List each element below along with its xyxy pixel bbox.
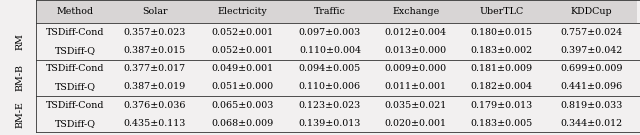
Text: 0.052±0.001: 0.052±0.001 <box>211 46 273 55</box>
Text: 0.097±0.003: 0.097±0.003 <box>299 28 361 37</box>
Text: 0.181±0.009: 0.181±0.009 <box>470 64 532 73</box>
Text: 0.094±0.005: 0.094±0.005 <box>299 64 361 73</box>
Text: TSDiff-Q: TSDiff-Q <box>54 46 96 55</box>
Text: 0.139±0.013: 0.139±0.013 <box>299 119 361 128</box>
Text: 0.387±0.015: 0.387±0.015 <box>124 46 186 55</box>
Text: 0.397±0.042: 0.397±0.042 <box>560 46 622 55</box>
Text: Solar: Solar <box>142 7 168 16</box>
Text: RM: RM <box>15 33 24 50</box>
Text: 0.052±0.001: 0.052±0.001 <box>211 28 273 37</box>
Text: 0.180±0.015: 0.180±0.015 <box>470 28 532 37</box>
Text: 0.179±0.013: 0.179±0.013 <box>470 101 532 109</box>
Text: 0.357±0.023: 0.357±0.023 <box>124 28 186 37</box>
Text: UberTLC: UberTLC <box>479 7 524 16</box>
Text: 0.012±0.004: 0.012±0.004 <box>385 28 447 37</box>
Text: Traffic: Traffic <box>314 7 346 16</box>
Text: 0.819±0.033: 0.819±0.033 <box>560 101 622 109</box>
Text: TSDiff-Cond: TSDiff-Cond <box>46 28 104 37</box>
Text: KDDCup: KDDCup <box>570 7 612 16</box>
Text: TSDiff-Cond: TSDiff-Cond <box>46 101 104 109</box>
Text: 0.110±0.006: 0.110±0.006 <box>299 82 361 91</box>
Text: 0.182±0.004: 0.182±0.004 <box>470 82 532 91</box>
Text: 0.387±0.019: 0.387±0.019 <box>124 82 186 91</box>
Text: 0.441±0.096: 0.441±0.096 <box>560 82 622 91</box>
Text: 0.049±0.001: 0.049±0.001 <box>211 64 273 73</box>
Text: Exchange: Exchange <box>392 7 440 16</box>
Text: TSDiff-Q: TSDiff-Q <box>54 119 96 128</box>
Text: TSDiff-Cond: TSDiff-Cond <box>46 64 104 73</box>
Text: Method: Method <box>56 7 93 16</box>
Text: 0.068±0.009: 0.068±0.009 <box>211 119 273 128</box>
Text: 0.013±0.000: 0.013±0.000 <box>385 46 447 55</box>
Text: 0.183±0.002: 0.183±0.002 <box>470 46 532 55</box>
Text: 0.123±0.023: 0.123±0.023 <box>299 101 361 109</box>
Text: 0.435±0.113: 0.435±0.113 <box>124 119 186 128</box>
Text: BM-E: BM-E <box>15 101 24 128</box>
Text: Electricity: Electricity <box>218 7 268 16</box>
Text: 0.051±0.000: 0.051±0.000 <box>211 82 273 91</box>
Text: 0.183±0.005: 0.183±0.005 <box>470 119 532 128</box>
Text: 0.377±0.017: 0.377±0.017 <box>124 64 186 73</box>
Text: 0.699±0.009: 0.699±0.009 <box>560 64 623 73</box>
Text: 0.757±0.024: 0.757±0.024 <box>560 28 622 37</box>
Text: BM-B: BM-B <box>15 64 24 91</box>
Text: 0.110±0.004: 0.110±0.004 <box>299 46 361 55</box>
Text: TSDiff-Q: TSDiff-Q <box>54 82 96 91</box>
Bar <box>36 0 637 23</box>
Text: 0.344±0.012: 0.344±0.012 <box>560 119 622 128</box>
Text: 0.065±0.003: 0.065±0.003 <box>211 101 273 109</box>
Text: 0.020±0.001: 0.020±0.001 <box>385 119 447 128</box>
Text: 0.011±0.001: 0.011±0.001 <box>385 82 447 91</box>
Text: 0.009±0.000: 0.009±0.000 <box>385 64 447 73</box>
Text: 0.376±0.036: 0.376±0.036 <box>124 101 186 109</box>
Text: 0.035±0.021: 0.035±0.021 <box>385 101 447 109</box>
